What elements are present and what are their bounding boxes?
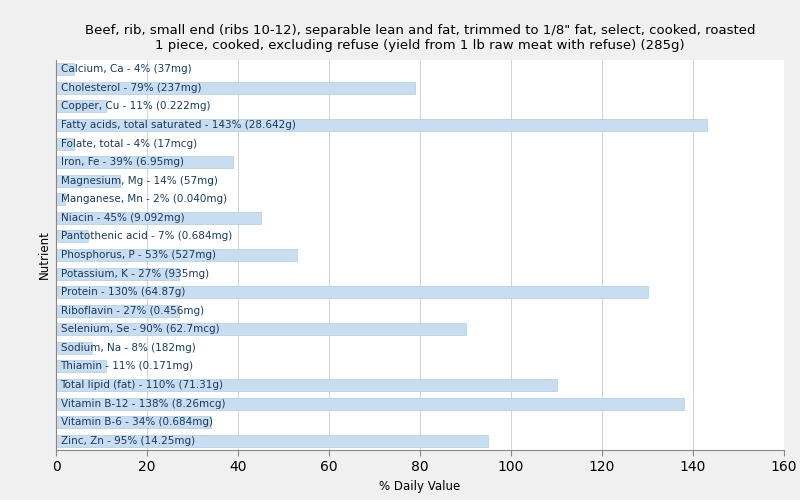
Bar: [56, 398, 684, 409]
Text: Manganese, Mn - 2% (0.040mg): Manganese, Mn - 2% (0.040mg): [61, 194, 226, 204]
Text: Pantothenic acid - 7% (0.684mg): Pantothenic acid - 7% (0.684mg): [61, 232, 232, 241]
Text: Fatty acids, total saturated - 143% (28.642g): Fatty acids, total saturated - 143% (28.…: [61, 120, 295, 130]
Text: Magnesium, Mg - 14% (57mg): Magnesium, Mg - 14% (57mg): [61, 176, 218, 186]
Bar: [56, 342, 93, 354]
Bar: [56, 119, 706, 131]
Bar: [56, 82, 415, 94]
Bar: [56, 249, 297, 261]
Text: Protein - 130% (64.87g): Protein - 130% (64.87g): [61, 287, 185, 297]
Text: Cholesterol - 79% (237mg): Cholesterol - 79% (237mg): [61, 83, 201, 93]
Bar: [56, 434, 488, 447]
Text: Thiamin - 11% (0.171mg): Thiamin - 11% (0.171mg): [61, 362, 194, 372]
X-axis label: % Daily Value: % Daily Value: [379, 480, 461, 493]
Bar: [56, 268, 179, 280]
Bar: [56, 212, 261, 224]
Bar: [56, 360, 106, 372]
Bar: [56, 286, 647, 298]
Y-axis label: Nutrient: Nutrient: [38, 230, 50, 280]
Text: Calcium, Ca - 4% (37mg): Calcium, Ca - 4% (37mg): [61, 64, 191, 74]
Text: Total lipid (fat) - 110% (71.31g): Total lipid (fat) - 110% (71.31g): [61, 380, 223, 390]
Text: Potassium, K - 27% (935mg): Potassium, K - 27% (935mg): [61, 268, 209, 278]
Bar: [56, 64, 74, 76]
Bar: [56, 324, 466, 336]
Text: Iron, Fe - 39% (6.95mg): Iron, Fe - 39% (6.95mg): [61, 157, 183, 167]
Title: Beef, rib, small end (ribs 10-12), separable lean and fat, trimmed to 1/8" fat, : Beef, rib, small end (ribs 10-12), separ…: [85, 24, 755, 52]
Bar: [56, 194, 65, 205]
Text: Vitamin B-6 - 34% (0.684mg): Vitamin B-6 - 34% (0.684mg): [61, 417, 213, 427]
Bar: [56, 230, 88, 242]
Text: Copper, Cu - 11% (0.222mg): Copper, Cu - 11% (0.222mg): [61, 102, 210, 112]
Text: Phosphorus, P - 53% (527mg): Phosphorus, P - 53% (527mg): [61, 250, 215, 260]
Text: Selenium, Se - 90% (62.7mcg): Selenium, Se - 90% (62.7mcg): [61, 324, 219, 334]
Bar: [56, 138, 74, 149]
Text: Riboflavin - 27% (0.456mg): Riboflavin - 27% (0.456mg): [61, 306, 204, 316]
Text: Sodium, Na - 8% (182mg): Sodium, Na - 8% (182mg): [61, 343, 195, 353]
Bar: [56, 416, 210, 428]
Text: Zinc, Zn - 95% (14.25mg): Zinc, Zn - 95% (14.25mg): [61, 436, 194, 446]
Text: Vitamin B-12 - 138% (8.26mcg): Vitamin B-12 - 138% (8.26mcg): [61, 398, 225, 408]
Bar: [56, 379, 557, 391]
Bar: [56, 156, 234, 168]
Bar: [56, 304, 179, 317]
Text: Folate, total - 4% (17mcg): Folate, total - 4% (17mcg): [61, 138, 197, 148]
Text: Niacin - 45% (9.092mg): Niacin - 45% (9.092mg): [61, 213, 184, 223]
Bar: [56, 100, 106, 112]
Bar: [56, 174, 120, 187]
